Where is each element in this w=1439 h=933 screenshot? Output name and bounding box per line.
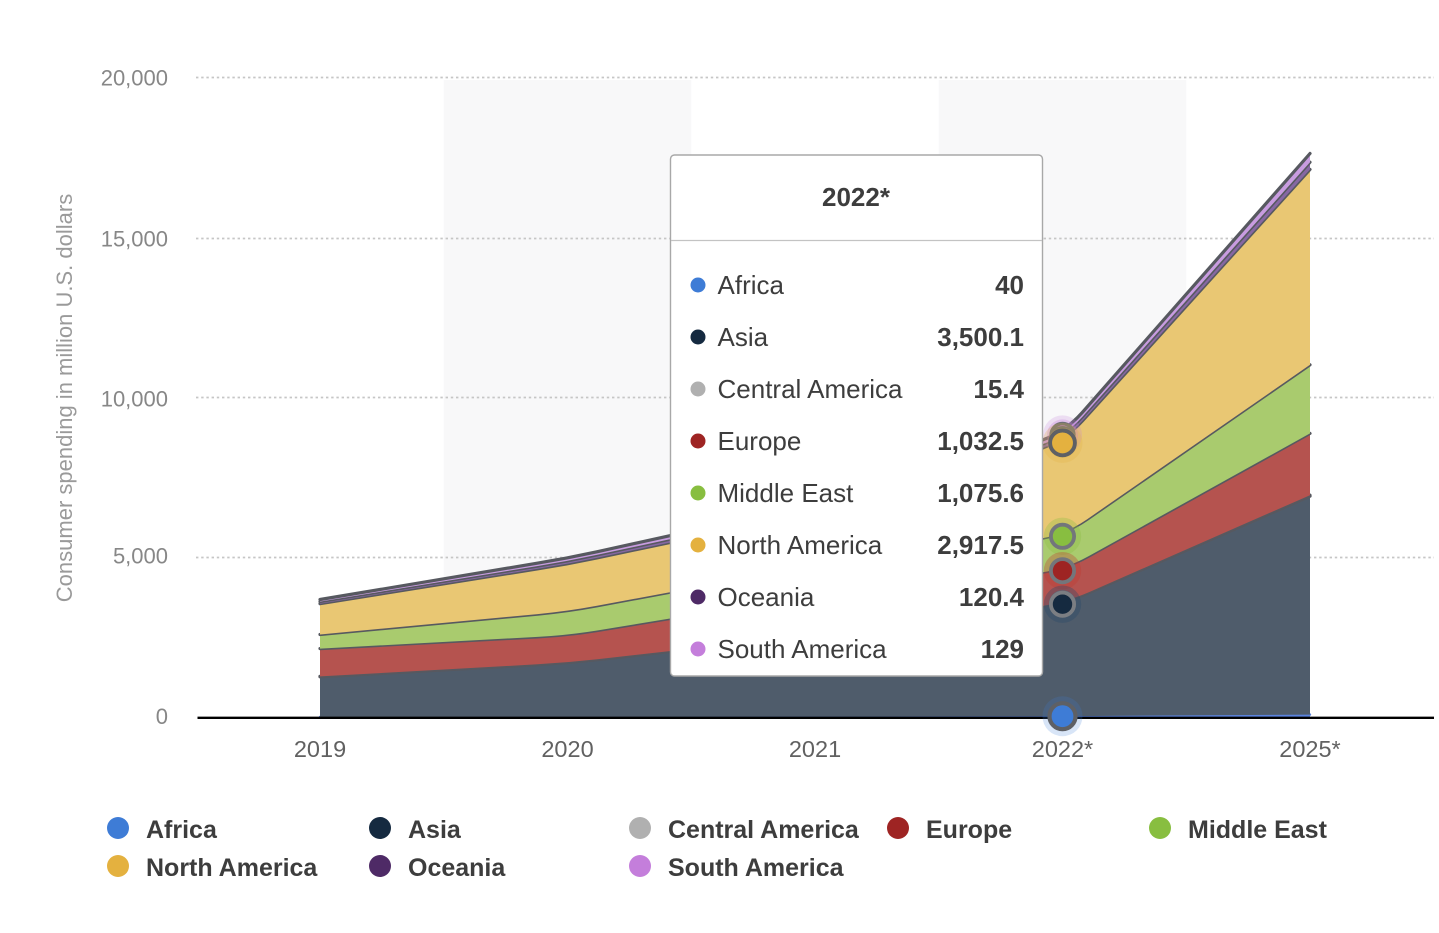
svg-text:Middle East: Middle East bbox=[1188, 816, 1328, 844]
svg-text:2021: 2021 bbox=[789, 736, 841, 762]
svg-text:2020: 2020 bbox=[541, 736, 593, 762]
svg-text:2022*: 2022* bbox=[822, 182, 891, 212]
svg-text:Africa: Africa bbox=[146, 816, 218, 844]
svg-text:120.4: 120.4 bbox=[959, 582, 1025, 612]
svg-text:0: 0 bbox=[156, 704, 168, 729]
svg-text:40: 40 bbox=[995, 270, 1024, 300]
svg-text:Asia: Asia bbox=[408, 816, 462, 844]
svg-text:Middle East: Middle East bbox=[718, 478, 855, 508]
svg-text:1,032.5: 1,032.5 bbox=[937, 426, 1024, 456]
svg-text:15.4: 15.4 bbox=[973, 374, 1024, 404]
svg-text:2,917.5: 2,917.5 bbox=[937, 530, 1024, 560]
svg-text:Oceania: Oceania bbox=[718, 582, 815, 612]
svg-text:2022*: 2022* bbox=[1032, 736, 1093, 762]
svg-text:Europe: Europe bbox=[926, 816, 1012, 844]
svg-text:South America: South America bbox=[668, 854, 845, 882]
svg-text:2025*: 2025* bbox=[1279, 736, 1340, 762]
svg-text:Asia: Asia bbox=[718, 322, 769, 352]
svg-text:10,000: 10,000 bbox=[101, 387, 168, 412]
svg-text:North America: North America bbox=[146, 854, 318, 882]
svg-text:North America: North America bbox=[718, 530, 883, 560]
svg-text:Europe: Europe bbox=[718, 426, 802, 456]
svg-text:Consumer spending in million U: Consumer spending in million U.S. dollar… bbox=[52, 194, 77, 602]
svg-text:1,075.6: 1,075.6 bbox=[937, 478, 1024, 508]
svg-text:South America: South America bbox=[718, 634, 888, 664]
svg-text:Central America: Central America bbox=[718, 374, 903, 404]
svg-text:20,000: 20,000 bbox=[101, 66, 168, 91]
svg-text:Central America: Central America bbox=[668, 816, 860, 844]
svg-text:Oceania: Oceania bbox=[408, 854, 506, 882]
svg-text:Africa: Africa bbox=[718, 270, 785, 300]
svg-text:129: 129 bbox=[981, 634, 1024, 664]
svg-text:3,500.1: 3,500.1 bbox=[937, 322, 1024, 352]
svg-text:2019: 2019 bbox=[294, 736, 346, 762]
svg-text:5,000: 5,000 bbox=[113, 544, 168, 569]
svg-text:15,000: 15,000 bbox=[101, 227, 168, 252]
